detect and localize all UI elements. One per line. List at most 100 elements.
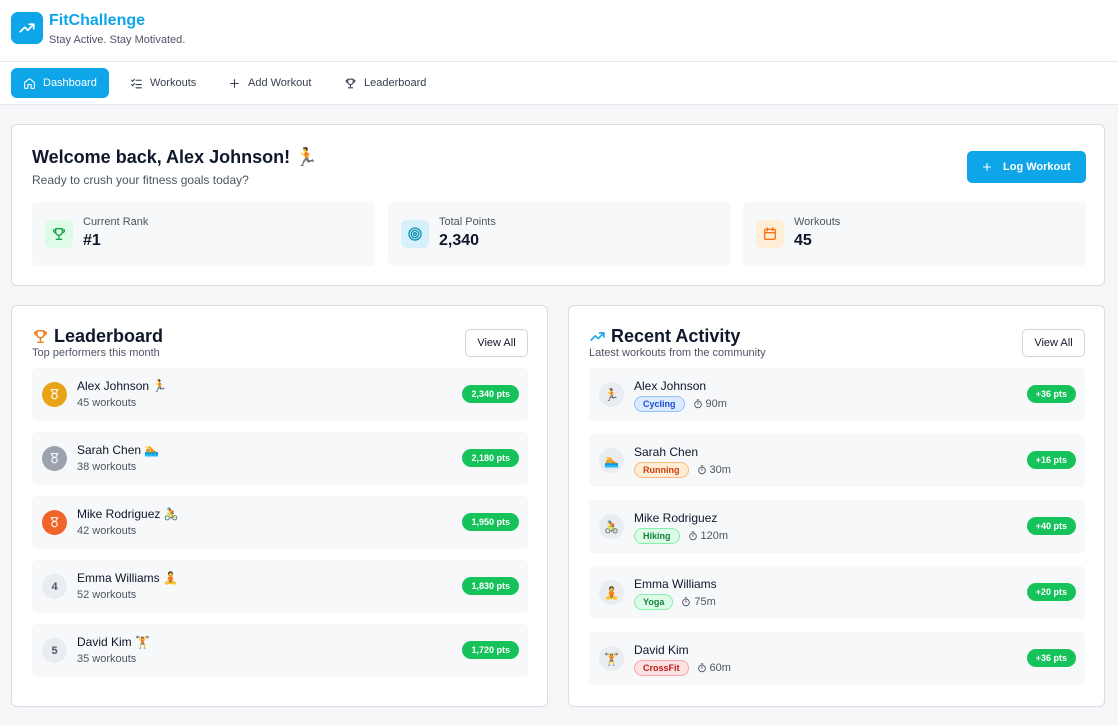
duration: 60m — [697, 662, 731, 674]
leaderboard-workouts: 42 workouts — [77, 525, 137, 537]
log-workout-label: Log Workout — [1003, 161, 1071, 173]
duration: 90m — [693, 398, 727, 410]
activity-user-name: Sarah Chen — [634, 445, 699, 459]
activity-meta: Yoga 75m — [634, 594, 716, 610]
tab-workouts[interactable]: Workouts — [118, 68, 208, 98]
duration: 75m — [681, 596, 716, 608]
avatar: 🏋️ — [599, 646, 624, 671]
activity-row[interactable]: 🚴 Mike Rodriguez Hiking 120m +40 pts — [589, 500, 1085, 553]
tab-leaderboard[interactable]: Leaderboard — [332, 68, 438, 98]
stat-value: 45 — [794, 232, 812, 249]
points-badge: 1,720 pts — [462, 641, 519, 659]
app-title: FitChallenge — [49, 12, 146, 29]
points-badge: +20 pts — [1026, 583, 1076, 601]
bronze-medal-icon — [42, 510, 67, 535]
leaderboard-name: Alex Johnson 🏃 — [77, 379, 168, 393]
leaderboard-name: Emma Williams 🧘 — [77, 571, 178, 585]
stat-label: Workouts — [794, 216, 841, 228]
tab-add-workout-label: Add Workout — [248, 77, 312, 89]
main-nav: Dashboard Workouts Add Workout Leaderboa… — [0, 62, 1118, 105]
avatar: 🚴 — [599, 514, 624, 539]
log-workout-button[interactable]: Log Workout — [967, 151, 1086, 183]
activity-view-all-button[interactable]: View All — [1022, 329, 1085, 357]
leaderboard-title: Leaderboard — [32, 326, 163, 347]
timer-icon — [682, 597, 691, 607]
stat-current-rank: Current Rank #1 — [32, 202, 375, 266]
app-subtitle: Stay Active. Stay Motivated. — [49, 34, 186, 46]
timer-icon — [697, 465, 706, 475]
silver-medal-icon — [42, 446, 67, 471]
points-badge: 1,830 pts — [462, 577, 519, 595]
recent-activity-panel: Recent Activity Latest workouts from the… — [568, 305, 1105, 707]
leaderboard-row[interactable]: Mike Rodriguez 🚴 42 workouts 1,950 pts — [32, 496, 528, 549]
activity-row[interactable]: 🏋️ David Kim CrossFit 60m +36 pts — [589, 632, 1085, 685]
stat-value: 2,340 — [439, 232, 480, 249]
trending-up-icon — [590, 332, 605, 341]
recent-activity-title-text: Recent Activity — [611, 326, 741, 346]
activity-user-name: Mike Rodriguez — [634, 511, 718, 525]
list-icon — [131, 78, 142, 88]
welcome-subtitle: Ready to crush your fitness goals today? — [32, 173, 249, 187]
leaderboard-workouts: 52 workouts — [77, 589, 137, 601]
plus-icon — [230, 78, 239, 88]
rank-number: 5 — [42, 638, 67, 663]
trophy-icon — [34, 330, 47, 343]
duration-value: 90m — [705, 398, 727, 410]
tab-leaderboard-label: Leaderboard — [364, 77, 427, 89]
points-badge: 2,180 pts — [462, 449, 519, 467]
activity-meta: Running 30m — [634, 462, 731, 478]
leaderboard-row[interactable]: 4 Emma Williams 🧘 52 workouts 1,830 pts — [32, 560, 528, 613]
workout-type-tag: Running — [634, 462, 689, 478]
app-logo[interactable] — [11, 12, 43, 44]
workout-type-tag: Hiking — [634, 528, 680, 544]
leaderboard-row[interactable]: 5 David Kim 🏋️ 35 workouts 1,720 pts — [32, 624, 528, 677]
leaderboard-name: Sarah Chen 🏊 — [77, 443, 160, 457]
duration: 120m — [688, 530, 729, 542]
duration-value: 60m — [709, 662, 731, 674]
points-badge: 2,340 pts — [462, 385, 519, 403]
leaderboard-row[interactable]: Alex Johnson 🏃 45 workouts 2,340 pts — [32, 368, 528, 421]
stat-total-points: Total Points 2,340 — [388, 202, 731, 266]
duration: 30m — [697, 464, 731, 476]
activity-user-name: Emma Williams — [634, 577, 717, 591]
leaderboard-panel: Leaderboard Top performers this month Vi… — [11, 305, 548, 707]
leaderboard-title-text: Leaderboard — [54, 326, 164, 346]
leaderboard-workouts: 45 workouts — [77, 397, 137, 409]
trophy-icon — [52, 228, 66, 240]
avatar: 🏊 — [599, 448, 624, 473]
duration-value: 30m — [709, 464, 731, 476]
activity-user-name: Alex Johnson — [634, 379, 707, 393]
app-header: FitChallenge Stay Active. Stay Motivated… — [0, 0, 1118, 62]
welcome-card: Welcome back, Alex Johnson! 🏃 Ready to c… — [11, 124, 1105, 286]
timer-icon — [697, 663, 706, 673]
stat-icon-box — [756, 220, 784, 248]
activity-row[interactable]: 🧘 Emma Williams Yoga 75m +20 pts — [589, 566, 1085, 619]
workout-type-tag: Yoga — [634, 594, 674, 610]
recent-activity-title: Recent Activity — [589, 326, 740, 347]
stat-label: Total Points — [439, 216, 496, 228]
leaderboard-view-all-button[interactable]: View All — [465, 329, 528, 357]
welcome-title: Welcome back, Alex Johnson! 🏃 — [32, 147, 318, 167]
leaderboard-name: Mike Rodriguez 🚴 — [77, 507, 179, 521]
target-icon — [408, 227, 422, 241]
activity-meta: Hiking 120m — [634, 528, 728, 544]
leaderboard-name: David Kim 🏋️ — [77, 635, 150, 649]
points-badge: +16 pts — [1026, 451, 1076, 469]
tab-dashboard[interactable]: Dashboard — [11, 68, 109, 98]
tab-workouts-label: Workouts — [150, 77, 197, 89]
activity-row[interactable]: 🏊 Sarah Chen Running 30m +16 pts — [589, 434, 1085, 487]
avatar: 🏃 — [599, 382, 624, 407]
workout-type-tag: CrossFit — [634, 660, 689, 676]
activity-row[interactable]: 🏃 Alex Johnson Cycling 90m +36 pts — [589, 368, 1085, 421]
home-icon — [24, 77, 35, 89]
leaderboard-row[interactable]: Sarah Chen 🏊 38 workouts 2,180 pts — [32, 432, 528, 485]
rank-number: 4 — [42, 574, 67, 599]
duration-value: 120m — [700, 530, 729, 542]
timer-icon — [688, 531, 697, 541]
points-badge: +36 pts — [1026, 385, 1076, 403]
gold-medal-icon — [42, 382, 67, 407]
calendar-icon — [764, 227, 776, 240]
stat-icon-box — [401, 220, 429, 248]
tab-add-workout[interactable]: Add Workout — [216, 68, 323, 98]
stat-label: Current Rank — [83, 216, 149, 228]
